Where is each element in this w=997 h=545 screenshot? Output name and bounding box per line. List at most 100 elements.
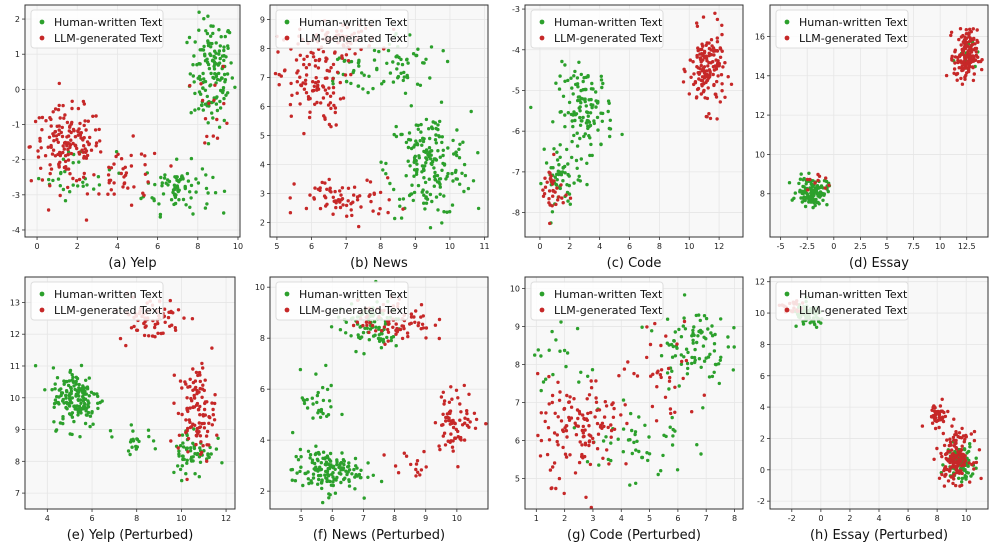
llm-point xyxy=(202,421,206,426)
human-point xyxy=(446,146,450,150)
human-point xyxy=(225,72,230,76)
x-tick-label: 10 xyxy=(684,242,694,251)
human-point xyxy=(670,355,675,359)
human-point xyxy=(551,120,555,124)
y-tick-label: -1 xyxy=(12,121,20,130)
human-point xyxy=(599,78,604,82)
human-point xyxy=(656,472,660,477)
llm-point xyxy=(313,64,318,68)
llm-point xyxy=(328,101,333,105)
llm-point xyxy=(173,326,177,330)
human-point xyxy=(552,147,556,151)
human-point xyxy=(450,203,455,207)
x-tick-label: 11 xyxy=(479,242,489,251)
human-point xyxy=(204,186,209,191)
y-tick-label: 13 xyxy=(10,298,20,307)
human-point xyxy=(358,336,362,341)
human-point xyxy=(462,162,467,167)
llm-point xyxy=(346,199,350,203)
human-point xyxy=(573,69,577,74)
human-point xyxy=(962,447,967,452)
llm-point xyxy=(370,323,375,328)
llm-point xyxy=(84,218,89,222)
llm-point xyxy=(185,406,190,411)
llm-point xyxy=(664,334,668,338)
llm-point xyxy=(340,54,344,58)
human-point xyxy=(941,463,945,467)
scatter-points xyxy=(787,27,984,210)
y-tick-label: -8 xyxy=(512,209,520,218)
llm-point xyxy=(129,203,134,207)
human-point xyxy=(813,322,817,327)
llm-point xyxy=(294,58,299,62)
llm-point xyxy=(587,424,591,428)
human-point xyxy=(712,342,717,346)
llm-point xyxy=(188,377,192,381)
human-point xyxy=(407,193,412,198)
plot-frame xyxy=(269,276,489,510)
human-point xyxy=(809,191,813,195)
human-point xyxy=(469,109,473,114)
human-point xyxy=(704,316,709,321)
llm-point xyxy=(84,128,88,132)
human-point xyxy=(209,45,213,49)
y-tick-label: 0 xyxy=(15,85,20,94)
llm-point xyxy=(122,175,126,179)
legend-human-marker xyxy=(784,19,790,25)
llm-point xyxy=(304,91,309,95)
y-tick-label: -2 xyxy=(12,156,20,165)
human-point xyxy=(681,324,685,328)
llm-point xyxy=(207,415,211,419)
llm-point xyxy=(937,412,941,416)
human-point xyxy=(354,464,358,468)
llm-point xyxy=(319,101,323,105)
human-point xyxy=(211,31,215,36)
human-point xyxy=(218,78,222,82)
human-point xyxy=(572,181,576,185)
plot-frame xyxy=(24,276,236,510)
llm-point xyxy=(472,411,477,415)
x-tick-label: 5 xyxy=(299,514,304,523)
llm-point xyxy=(581,456,585,460)
llm-point xyxy=(51,132,55,136)
llm-point xyxy=(553,411,557,415)
human-point xyxy=(69,412,74,416)
llm-point xyxy=(85,140,90,144)
y-tick-label: 10 xyxy=(755,309,765,318)
human-point xyxy=(317,452,321,456)
human-point xyxy=(691,338,695,342)
human-point xyxy=(957,476,961,480)
human-point xyxy=(565,147,569,152)
llm-point xyxy=(212,98,216,103)
llm-point xyxy=(65,135,69,139)
llm-point xyxy=(567,415,571,420)
human-point xyxy=(356,61,361,65)
human-point xyxy=(820,191,824,196)
legend-llm-label: LLM-generated Text xyxy=(299,304,408,317)
llm-point xyxy=(60,125,64,130)
llm-point xyxy=(968,480,972,484)
human-point xyxy=(691,341,695,345)
llm-point xyxy=(965,44,969,48)
human-point xyxy=(402,70,406,75)
llm-point xyxy=(66,147,70,152)
llm-point xyxy=(447,400,452,404)
llm-point xyxy=(303,78,308,83)
llm-point xyxy=(596,432,601,436)
human-point xyxy=(643,423,647,427)
llm-point xyxy=(944,472,948,477)
llm-point xyxy=(712,53,716,57)
x-tick-label: 6 xyxy=(330,514,335,523)
human-point xyxy=(650,329,654,333)
y-tick-label: 2 xyxy=(760,434,765,443)
x-tick-label: 7 xyxy=(704,514,709,523)
human-point xyxy=(202,77,206,81)
human-point xyxy=(290,478,294,482)
human-point xyxy=(77,160,81,164)
llm-point xyxy=(550,182,555,186)
legend-box xyxy=(275,9,409,49)
llm-point xyxy=(71,141,75,146)
llm-point xyxy=(84,156,89,160)
legend-llm-marker xyxy=(784,307,790,313)
